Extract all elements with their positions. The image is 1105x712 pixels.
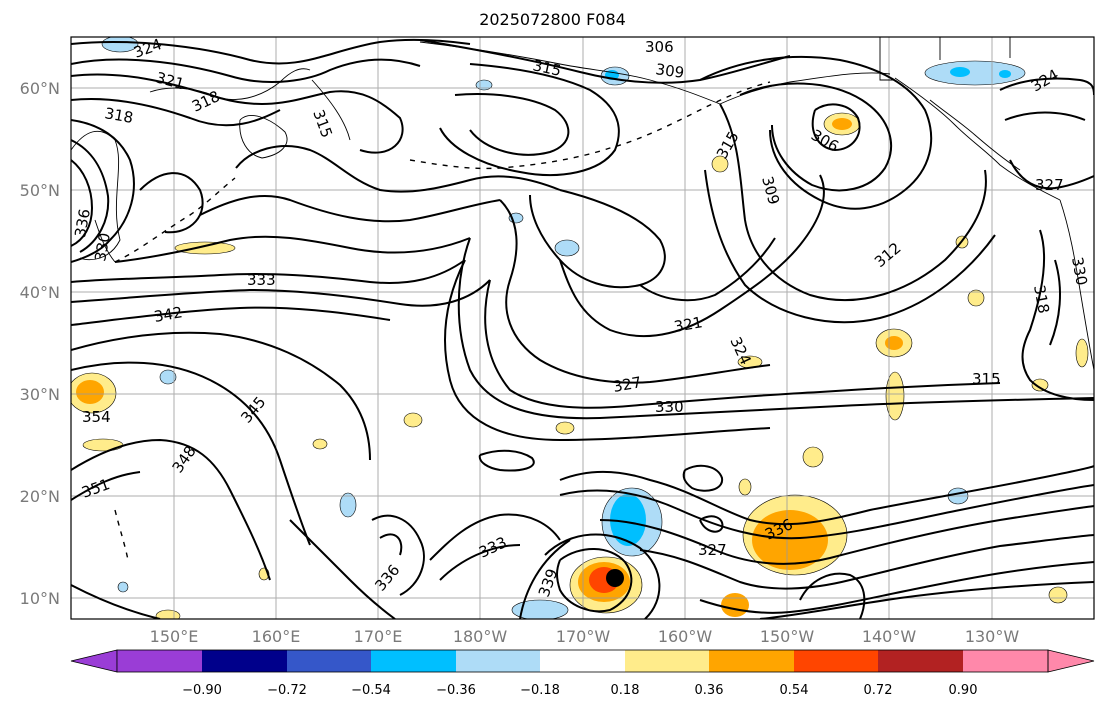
colorbar-segment <box>117 650 202 672</box>
colorbar-tick-label: −0.18 <box>520 683 560 698</box>
shade-patch <box>967 289 985 307</box>
contour-label: 354 <box>82 408 111 426</box>
colorbar-segment <box>709 650 794 672</box>
shade-patch <box>312 438 328 450</box>
colorbar-low-extend <box>70 649 118 673</box>
colorbar-segment <box>371 650 456 672</box>
colorbar-tick-label: −0.54 <box>351 683 391 698</box>
shade-patch <box>999 70 1011 78</box>
shade-patch <box>738 478 752 496</box>
longitude-label: 150°W <box>760 627 815 646</box>
colorbar-tick-label: −0.36 <box>436 683 476 698</box>
map-frame <box>70 36 1095 620</box>
shade-patch <box>339 492 357 518</box>
map-title: 2025072800 F084 <box>479 10 626 29</box>
colorbar-tick-label: 0.54 <box>780 683 809 698</box>
colorbar-tick-label: 0.18 <box>611 683 640 698</box>
latitude-label: 20°N <box>20 487 60 506</box>
colorbar-tick-label: −0.90 <box>182 683 222 698</box>
colorbar-segment <box>456 650 540 672</box>
longitude-label: 150°E <box>150 627 199 646</box>
colorbar-segment <box>540 650 625 672</box>
contour-label: 327 <box>698 541 727 559</box>
colorbar-tick-label: 0.72 <box>864 683 893 698</box>
longitude-axis: 150°E 160°E 170°E 180°W 170°W 160°W 150°… <box>150 627 1020 646</box>
colorbar-high-extend <box>1047 649 1095 673</box>
shade-patch <box>174 241 236 255</box>
colorbar-tick-label: 0.90 <box>949 683 978 698</box>
shade-patch <box>82 438 124 452</box>
shade-patch <box>832 118 852 130</box>
latitude-label: 40°N <box>20 283 60 302</box>
latitude-label: 10°N <box>20 589 60 608</box>
contour-lines <box>71 38 1094 619</box>
shade-patch <box>610 494 646 546</box>
contour-label: 318 <box>1030 284 1053 315</box>
shade-patch <box>752 510 828 570</box>
shade-patch <box>1048 586 1068 604</box>
colorbar-tick-label: −0.72 <box>267 683 307 698</box>
colorbar-outline <box>116 649 1049 673</box>
longitude-label: 180°W <box>453 627 508 646</box>
colorbar-segment <box>625 650 709 672</box>
contour-label: 330 <box>1068 256 1091 287</box>
shade-patch <box>403 412 423 428</box>
contour-label: 327 <box>1035 176 1064 194</box>
shade-patch <box>159 369 177 385</box>
shade-patch <box>1031 378 1049 392</box>
contour-label: 309 <box>654 60 685 82</box>
longitude-label: 160°W <box>658 627 713 646</box>
contour-label: 333 <box>247 271 276 289</box>
shade-patch <box>885 336 903 350</box>
shade-patch <box>924 60 1026 86</box>
colorbar-segment <box>287 650 371 672</box>
contour-label: 330 <box>655 398 684 416</box>
longitude-label: 170°W <box>556 627 611 646</box>
contour-label: 321 <box>673 313 704 336</box>
contour-label: 315 <box>972 370 1001 388</box>
contour-label: 306 <box>645 38 674 56</box>
shade-patch <box>721 593 749 617</box>
shade-patch <box>117 581 129 593</box>
longitude-label: 130°W <box>965 627 1020 646</box>
colorbar-segment <box>963 650 1048 672</box>
latitude-axis: 60°N 50°N 40°N 30°N 20°N 10°N <box>20 79 60 608</box>
shade-patch <box>554 239 580 257</box>
shade-patch <box>950 67 970 77</box>
colorbar-tick-label: 0.36 <box>695 683 724 698</box>
contour-label: 318 <box>103 104 134 127</box>
shade-patch <box>1075 338 1089 368</box>
shade-patch <box>555 421 575 435</box>
latitude-label: 60°N <box>20 79 60 98</box>
shade-patch <box>802 446 824 468</box>
shade-patch <box>711 155 729 173</box>
shade-patch <box>155 609 181 619</box>
island-chains <box>114 81 771 561</box>
latitude-label: 50°N <box>20 181 60 200</box>
contour-label: 327 <box>612 373 643 396</box>
contour-label: 342 <box>153 303 184 326</box>
shade-patch <box>511 599 569 619</box>
longitude-label: 170°E <box>354 627 403 646</box>
contour-label: 336 <box>71 207 94 238</box>
colorbar-segment <box>878 650 963 672</box>
shaded-anomaly-layer <box>71 37 1089 619</box>
colorbar: −0.90 −0.72 −0.54 −0.36 −0.18 0.18 0.36 … <box>70 649 1095 698</box>
shade-patch <box>76 380 104 404</box>
longitude-label: 140°W <box>862 627 917 646</box>
colorbar-segment <box>202 650 287 672</box>
shade-patch <box>885 371 905 421</box>
colorbar-segment <box>794 650 878 672</box>
contour-label: 330 <box>91 231 114 262</box>
storm-center-marker <box>606 569 624 587</box>
latitude-label: 30°N <box>20 385 60 404</box>
contour-label: 315 <box>531 56 563 80</box>
shade-patch <box>101 37 139 53</box>
longitude-label: 160°E <box>252 627 301 646</box>
